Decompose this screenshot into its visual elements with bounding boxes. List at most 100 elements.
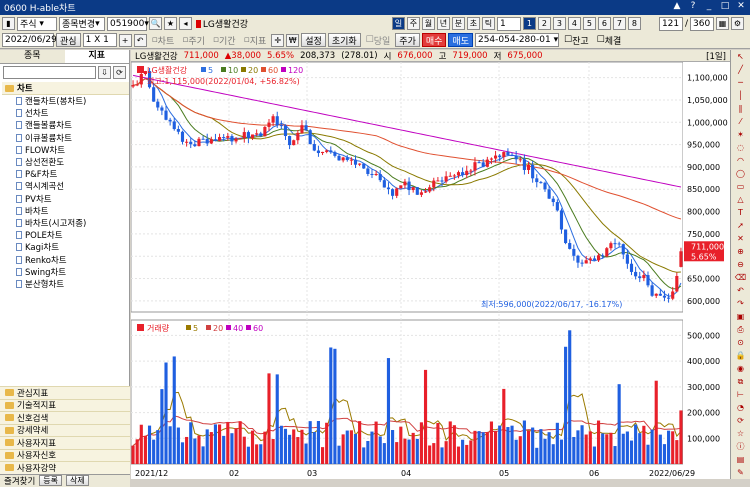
lock-icon[interactable]: 🔒 bbox=[735, 351, 746, 360]
indicator-category[interactable]: 관심지표 bbox=[0, 386, 130, 399]
zoom-in-icon[interactable]: ⊕ bbox=[737, 247, 744, 256]
copy-icon[interactable]: ⧉ bbox=[737, 377, 744, 386]
tree-item[interactable]: 분산형차트 bbox=[2, 278, 129, 290]
crosshair-icon[interactable]: ✛ bbox=[271, 33, 285, 47]
refresh-icon[interactable]: ⟳ bbox=[737, 416, 744, 425]
channel-icon[interactable]: ∥ bbox=[738, 104, 743, 113]
erase-icon[interactable]: ⌫ bbox=[734, 273, 747, 282]
tab-stocks[interactable]: 종목 bbox=[0, 50, 65, 63]
period-value-input[interactable]: 1 bbox=[496, 16, 521, 31]
settings-icon[interactable]: ⚙ bbox=[731, 17, 744, 30]
num-button-1[interactable]: 1 bbox=[522, 17, 536, 30]
help-icon[interactable]: ? bbox=[690, 1, 696, 11]
tree-item[interactable]: FLOW차트 bbox=[2, 144, 129, 156]
tree-item[interactable]: Renko차트 bbox=[2, 253, 129, 266]
period-second[interactable]: 초 bbox=[466, 17, 480, 30]
chart-area[interactable]: LG생활건강 711,000 ▲38,000 5.65% 208,373 (27… bbox=[131, 50, 730, 479]
indicator-category[interactable]: 사용자강약 bbox=[0, 461, 130, 474]
tree-item[interactable]: 캔들볼륨차트 bbox=[2, 119, 129, 131]
zoom-out-icon[interactable]: ⊖ bbox=[737, 260, 744, 269]
symbol-change-select[interactable]: 종목변경 ▾ bbox=[59, 16, 105, 31]
favorite-add-button[interactable]: 등록 bbox=[39, 475, 63, 486]
indicator-category[interactable]: 사용자지표 bbox=[0, 436, 130, 449]
tree-item[interactable]: Swing차트 bbox=[2, 266, 129, 278]
period-tick[interactable]: 틱 bbox=[481, 17, 495, 30]
candlestick-chart[interactable]: 1,100,000 1,050,000 1,000,000 950,000 900,00… bbox=[131, 62, 730, 479]
account-select[interactable]: 254-054-280-01 ▾ bbox=[474, 33, 559, 47]
reset-button[interactable]: 초기화 bbox=[327, 33, 361, 47]
prev-icon[interactable]: ◂ bbox=[179, 17, 192, 30]
interest-button[interactable]: 관심 bbox=[56, 33, 81, 47]
redo-icon[interactable]: ↷ bbox=[737, 299, 744, 308]
num-button-6[interactable]: 6 bbox=[597, 17, 611, 30]
chart-type-icon[interactable]: ▮ bbox=[2, 17, 15, 30]
num-button-7[interactable]: 7 bbox=[612, 17, 626, 30]
option-chart[interactable]: ▫ 차트 bbox=[151, 35, 175, 47]
tree-item[interactable]: 캔들차트(봉차트) bbox=[2, 95, 129, 107]
close-icon[interactable]: ✕ bbox=[737, 1, 745, 11]
num-button-3[interactable]: 3 bbox=[552, 17, 566, 30]
num-button-2[interactable]: 2 bbox=[537, 17, 551, 30]
tree-item[interactable]: 바차트 bbox=[2, 205, 129, 217]
print-icon[interactable]: ⎙ bbox=[737, 325, 744, 334]
tree-item[interactable]: PV차트 bbox=[2, 193, 129, 205]
tree-item[interactable]: 바차트(시고저종) bbox=[2, 217, 129, 229]
same-day-checkbox[interactable]: ☐ 당일 bbox=[365, 35, 391, 47]
won-icon[interactable]: ₩ bbox=[286, 33, 300, 47]
scale-input[interactable]: 1 X 1 bbox=[82, 33, 117, 47]
tree-item[interactable]: 역시계곡선 bbox=[2, 180, 129, 192]
settings-button[interactable]: 설정 bbox=[301, 33, 326, 47]
indicator-category[interactable]: 기술적지표 bbox=[0, 398, 130, 411]
fibonacci-icon[interactable]: ⁄ bbox=[739, 117, 742, 126]
cross-icon[interactable]: ✕ bbox=[737, 234, 744, 243]
indicator-category[interactable]: 신호검색 bbox=[0, 411, 130, 424]
price-button[interactable]: 주가 bbox=[395, 33, 420, 47]
num-button-8[interactable]: 8 bbox=[627, 17, 641, 30]
vertical-line-icon[interactable]: │ bbox=[738, 91, 743, 100]
num-button-4[interactable]: 4 bbox=[567, 17, 581, 30]
cycle-icon[interactable]: ◌ bbox=[737, 143, 744, 152]
ruler-icon[interactable]: ⊢ bbox=[737, 390, 744, 399]
tree-category-chart[interactable]: 차트 bbox=[2, 82, 129, 95]
refresh-icon[interactable]: ⟳ bbox=[113, 66, 126, 79]
market-select[interactable]: 주식 ▾ bbox=[17, 16, 57, 31]
undo-icon[interactable]: ↶ bbox=[737, 286, 744, 295]
calendar-icon[interactable]: ▤ bbox=[736, 455, 745, 464]
tree-item[interactable]: Kagi차트 bbox=[2, 241, 129, 253]
info-icon[interactable]: ⓘ bbox=[736, 442, 745, 451]
download-icon[interactable]: ⇩ bbox=[98, 66, 111, 79]
executed-checkbox[interactable]: ☐ 체결 bbox=[596, 35, 622, 47]
search-icon[interactable]: 🔍 bbox=[149, 17, 162, 30]
arc-icon[interactable]: ◠ bbox=[737, 156, 744, 165]
undo-icon[interactable]: ↶ bbox=[133, 33, 147, 47]
sell-button[interactable]: 매도 bbox=[448, 33, 473, 47]
minimize-icon[interactable]: _ bbox=[706, 1, 712, 11]
period-day[interactable]: 일 bbox=[391, 17, 405, 30]
stock-code-input[interactable]: 051900 ▾ bbox=[107, 16, 149, 31]
save-icon[interactable]: ▣ bbox=[736, 312, 745, 321]
eye-icon[interactable]: ◉ bbox=[737, 364, 744, 373]
buy-button[interactable]: 매수 bbox=[421, 33, 447, 47]
option-range[interactable]: ▫ 기간 bbox=[212, 35, 236, 47]
star-icon[interactable]: ☆ bbox=[736, 429, 745, 438]
horizontal-line-icon[interactable]: ─ bbox=[738, 78, 743, 87]
indicator-search-input[interactable] bbox=[3, 66, 96, 79]
add-icon[interactable]: + bbox=[118, 33, 132, 47]
pointer-icon[interactable]: ↖ bbox=[737, 52, 744, 61]
period-year[interactable]: 년 bbox=[436, 17, 450, 30]
magnet-icon[interactable]: ⊙ bbox=[737, 338, 744, 347]
display-count-input[interactable]: 121 bbox=[658, 16, 683, 31]
tree-item[interactable]: 삼선전환도 bbox=[2, 156, 129, 168]
period-week[interactable]: 주 bbox=[406, 17, 420, 30]
text-icon[interactable]: T bbox=[738, 208, 743, 217]
balance-checkbox[interactable]: ☐ 잔고 bbox=[563, 35, 589, 47]
option-index[interactable]: ▫ 지표 bbox=[243, 35, 267, 47]
tree-item[interactable]: 이큐볼륨차트 bbox=[2, 132, 129, 144]
indicator-category[interactable]: 사용자신호 bbox=[0, 448, 130, 461]
option-period[interactable]: ▫ 주기 bbox=[182, 35, 205, 47]
tree-item[interactable]: P&F차트 bbox=[2, 168, 129, 180]
ellipse-icon[interactable]: ◯ bbox=[736, 169, 745, 178]
period-minute[interactable]: 분 bbox=[451, 17, 465, 30]
trendline-icon[interactable]: ╱ bbox=[738, 65, 743, 74]
pin-icon[interactable]: ▲ bbox=[673, 1, 681, 11]
